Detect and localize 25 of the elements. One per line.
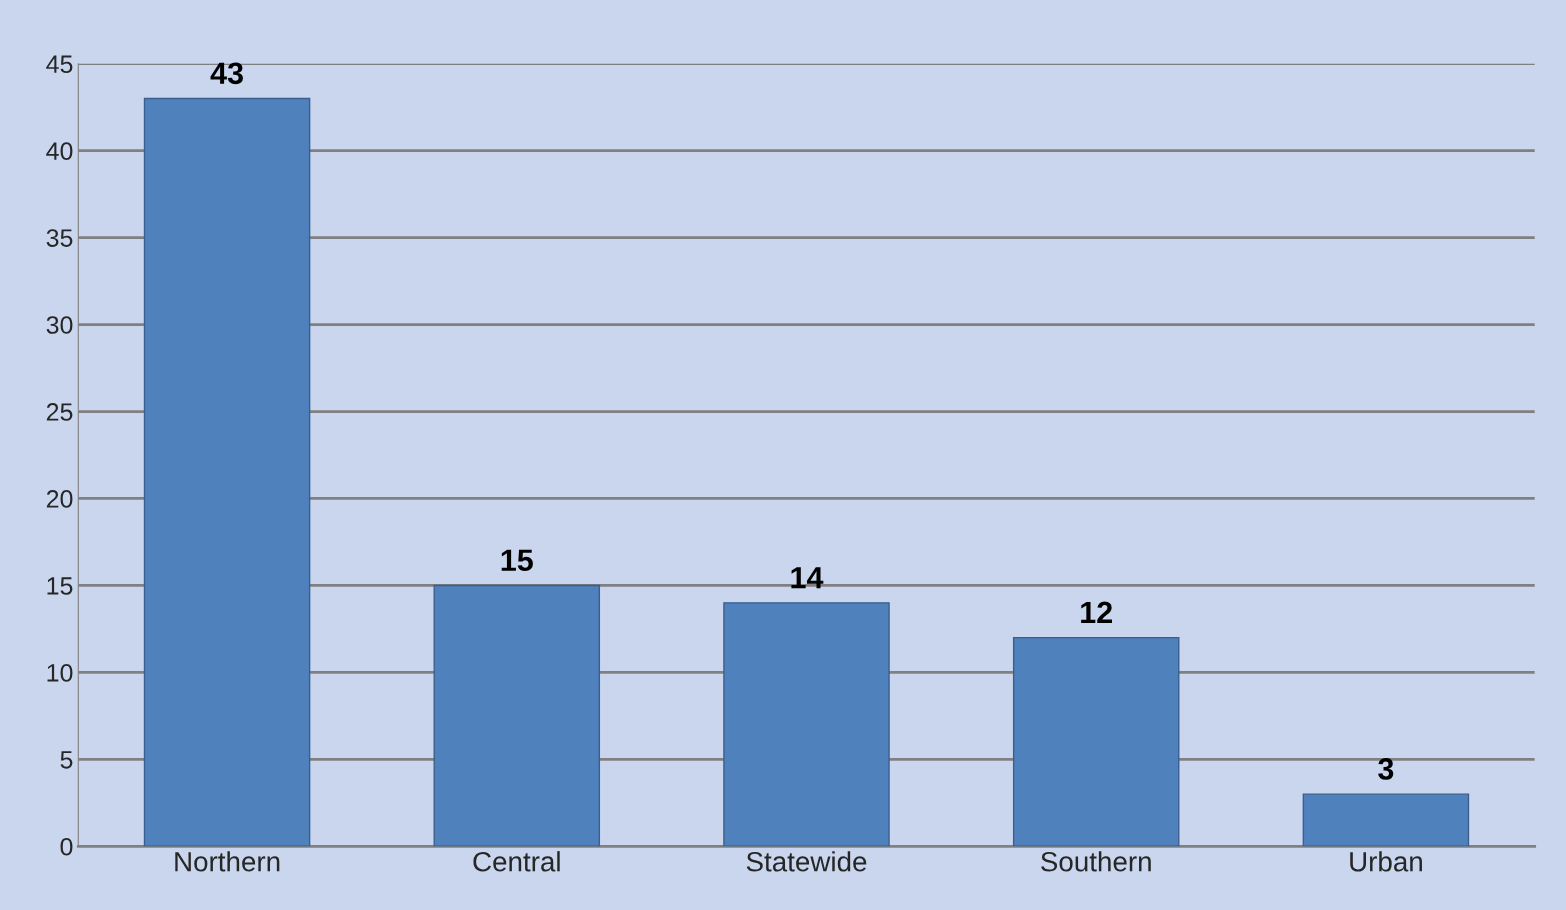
data-label: 12 [1081, 601, 1112, 623]
y-tick-label: 20 [46, 490, 73, 508]
y-tick-label: 0 [60, 837, 73, 856]
x-tick-label: Northern [175, 851, 280, 872]
data-label: 14 [791, 567, 824, 589]
x-tick-label: Central [473, 851, 560, 872]
bar [143, 97, 311, 847]
data-label: 43 [210, 62, 243, 85]
y-tick-label: 35 [46, 229, 73, 247]
x-tick-label: Urban [1350, 851, 1422, 872]
data-label: 3 [1378, 758, 1394, 780]
bar [1302, 793, 1470, 847]
y-tick-label: 30 [46, 316, 73, 334]
y-tick-label: 45 [46, 55, 73, 73]
y-tick-label: 15 [47, 577, 73, 595]
y-tick-label: 10 [47, 663, 73, 682]
bar [723, 602, 890, 847]
y-tick-label: 40 [46, 142, 73, 160]
bar [433, 584, 601, 847]
data-label: 15 [501, 549, 533, 572]
y-tick-label: 5 [60, 751, 73, 769]
y-tick-label: 25 [46, 403, 73, 421]
x-tick-label: Statewide [746, 851, 867, 872]
bar [1012, 636, 1180, 847]
x-tick-label: Southern [1041, 851, 1151, 872]
